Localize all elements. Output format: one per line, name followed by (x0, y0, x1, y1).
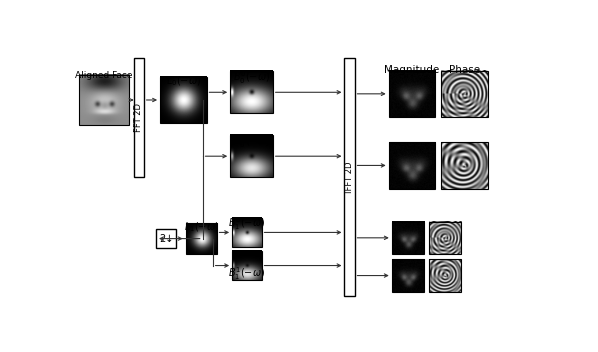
Text: $L_0(-\omega)$: $L_0(-\omega)$ (166, 75, 201, 88)
Text: $L_1(-\omega)$: $L_1(-\omega)$ (184, 221, 219, 234)
Text: $B_1^0(-\omega)$: $B_1^0(-\omega)$ (228, 215, 266, 232)
Text: Phase: Phase (449, 64, 480, 75)
Text: Magnitude: Magnitude (385, 64, 440, 75)
Text: FFT 2D: FFT 2D (134, 103, 143, 132)
Bar (232, 218, 261, 247)
Bar (79, 75, 129, 125)
Bar (156, 230, 176, 248)
Bar (392, 222, 424, 254)
Bar (230, 71, 273, 113)
Text: Aligned Face: Aligned Face (75, 71, 133, 80)
Text: $B_0^0(-\omega)$: $B_0^0(-\omega)$ (233, 69, 270, 86)
Text: 2↓: 2↓ (159, 234, 173, 244)
Bar (389, 71, 435, 117)
Bar (392, 259, 424, 292)
Bar (160, 77, 206, 123)
Text: $B_0^1(-\omega)$: $B_0^1(-\omega)$ (233, 133, 270, 150)
Bar (185, 223, 216, 254)
Bar (230, 135, 273, 177)
Bar (133, 58, 144, 177)
Bar (232, 251, 261, 280)
Bar (429, 259, 462, 292)
Text: IFFT 2D: IFFT 2D (345, 161, 354, 193)
Text: $B_1^1(-\omega)$: $B_1^1(-\omega)$ (228, 266, 266, 282)
Bar (429, 222, 462, 254)
Bar (344, 58, 355, 296)
Bar (441, 71, 488, 117)
Bar (441, 142, 488, 189)
Bar (389, 142, 435, 189)
